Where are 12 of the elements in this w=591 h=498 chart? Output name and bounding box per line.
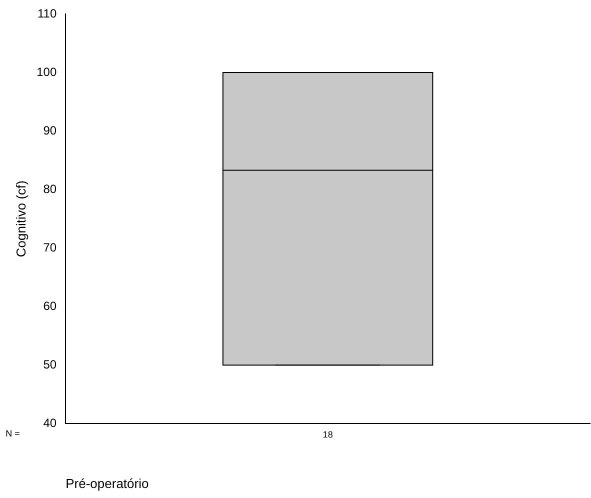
- x-tick-label: 18: [322, 429, 333, 440]
- y-tick-label: 90: [43, 123, 57, 138]
- y-tick-label: 110: [37, 6, 57, 20]
- x-axis-title: Pré-operatório: [66, 476, 149, 491]
- y-axis-title: Cognitivo (cf): [13, 180, 28, 258]
- y-tick-label: 100: [36, 64, 57, 79]
- y-tick-label: 60: [43, 298, 57, 313]
- y-tick-label: 40: [43, 416, 57, 430]
- text: N =: [6, 428, 20, 439]
- y-tick-label: 80: [43, 182, 57, 196]
- y-tick-label: 50: [43, 357, 57, 372]
- y-tick-label: 70: [43, 240, 57, 254]
